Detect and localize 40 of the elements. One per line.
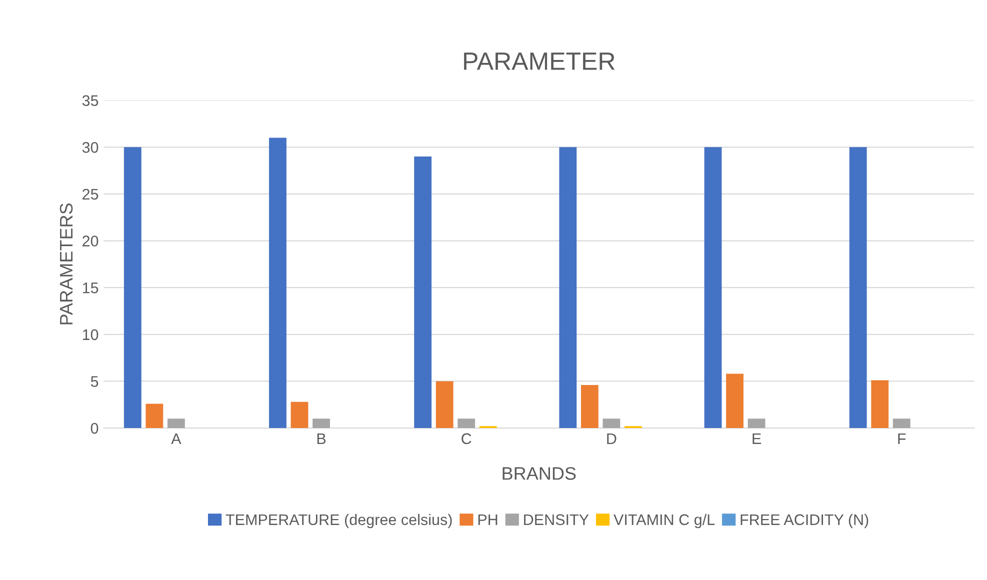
x-axis-title: BRANDS [502,467,576,480]
bar [269,138,286,428]
legend-label: PH [478,514,498,525]
bar [290,402,308,428]
y-tick-label: 10 [82,329,98,340]
x-tick-label: B [317,433,326,444]
bar [602,418,620,428]
bar [892,418,910,428]
bar [414,156,432,428]
bar [580,384,598,428]
legend-label: DENSITY [524,514,589,526]
bar [146,404,164,428]
x-tick-label: A [171,433,182,444]
y-tick-label: 5 [90,376,98,387]
legend-label: FREE ACIDITY (N) [740,514,868,528]
chart-title: PARAMETER [464,52,615,70]
bar [704,147,722,428]
y-axis-title: PARAMETERS [60,203,73,324]
bar [726,374,744,428]
legend-label: VITAMIN C g/L [614,514,715,528]
bar [312,418,330,428]
bar [559,147,577,428]
bar [458,418,476,428]
bar [871,380,889,428]
x-tick-label: E [752,433,761,444]
y-tick-label: 35 [82,95,98,106]
y-tick-label: 15 [82,282,98,294]
x-tick-label: C [462,433,472,444]
bar [849,147,867,428]
x-tick-label: F [898,433,906,444]
bar [748,418,766,428]
bar [124,147,142,428]
y-tick-label: 0 [90,422,98,434]
y-tick-label: 30 [82,142,98,153]
y-tick-label: 20 [82,236,98,246]
y-tick-label: 25 [82,188,98,200]
bar [436,381,454,428]
bar [167,418,185,428]
x-tick-label: D [607,433,616,444]
legend-label: TEMPERATURE (degree celsius) [226,514,452,528]
